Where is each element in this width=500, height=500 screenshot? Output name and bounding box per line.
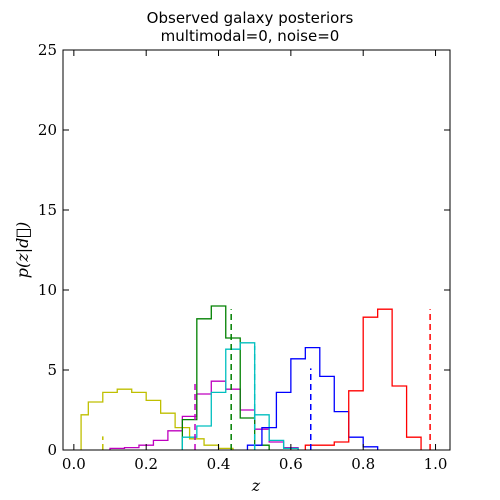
chart-title: Observed galaxy posteriors: [147, 9, 354, 27]
chart-subtitle: multimodal=0, noise=0: [161, 27, 340, 45]
x-tick-label: 0.2: [134, 455, 158, 473]
y-axis-label: p(z|d⃗): [13, 222, 32, 278]
x-tick-label: 0.6: [279, 455, 303, 473]
histogram-series-5: [247, 348, 377, 450]
histogram-series-6: [305, 309, 421, 450]
x-tick-label: 0.8: [351, 455, 375, 473]
y-tick-label: 0: [47, 441, 57, 459]
y-tick-label: 25: [38, 41, 57, 59]
plot-area-frame: [63, 50, 450, 450]
y-tick-label: 15: [38, 201, 57, 219]
x-axis-label: z: [251, 476, 261, 495]
y-tick-label: 5: [47, 361, 57, 379]
x-tick-label: 0.4: [207, 455, 231, 473]
x-tick-label: 0.0: [62, 455, 86, 473]
y-tick-label: 10: [38, 281, 57, 299]
axis-ticks: 0.0 0.2 0.4 0.6 0.8 1.0 0 5 10 15 20 25: [38, 41, 450, 473]
series-layer: [81, 306, 421, 450]
y-tick-label: 20: [38, 121, 57, 139]
x-tick-label: 1.0: [424, 455, 448, 473]
